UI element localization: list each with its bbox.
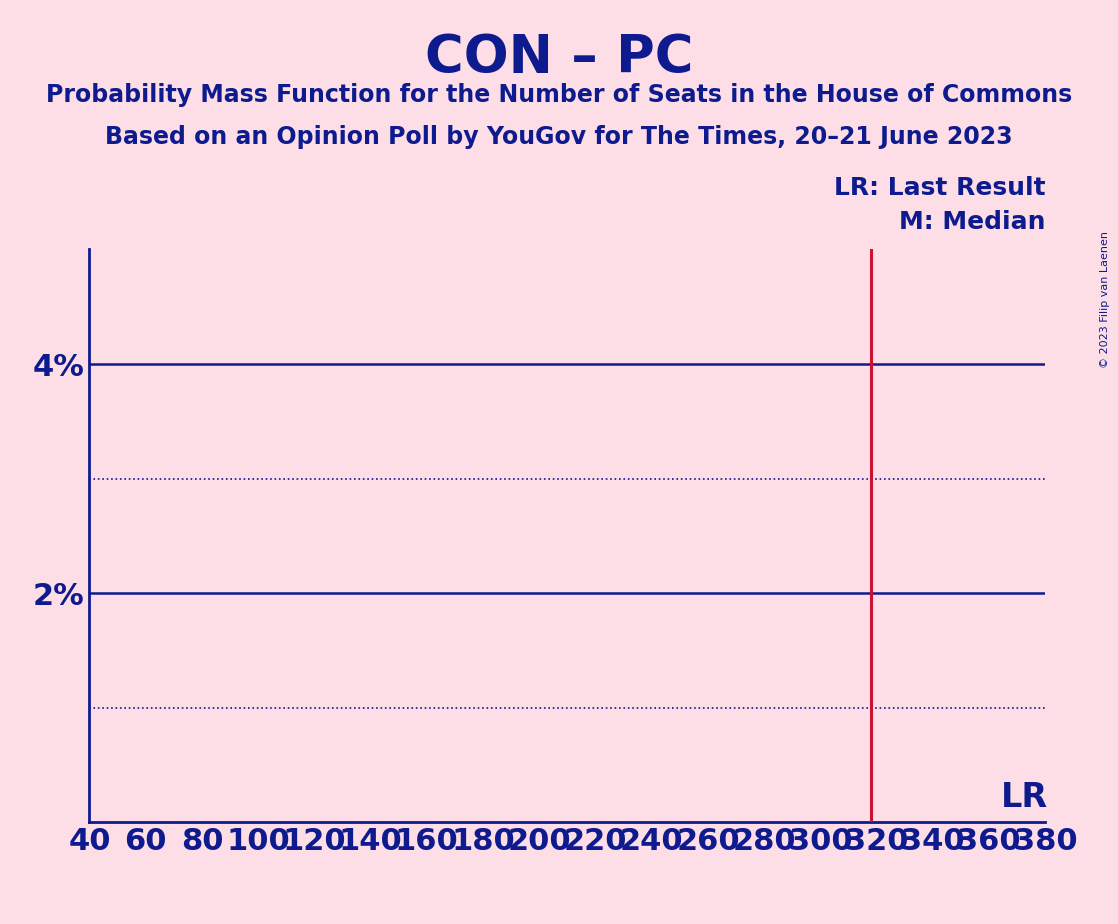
Text: Based on an Opinion Poll by YouGov for The Times, 20–21 June 2023: Based on an Opinion Poll by YouGov for T… — [105, 125, 1013, 149]
Text: Probability Mass Function for the Number of Seats in the House of Commons: Probability Mass Function for the Number… — [46, 83, 1072, 107]
Text: LR: LR — [1001, 781, 1048, 814]
Text: LR: Last Result: LR: Last Result — [834, 176, 1045, 200]
Text: CON – PC: CON – PC — [425, 32, 693, 84]
Text: M: Median: M: Median — [899, 210, 1045, 234]
Text: © 2023 Filip van Laenen: © 2023 Filip van Laenen — [1100, 231, 1110, 368]
